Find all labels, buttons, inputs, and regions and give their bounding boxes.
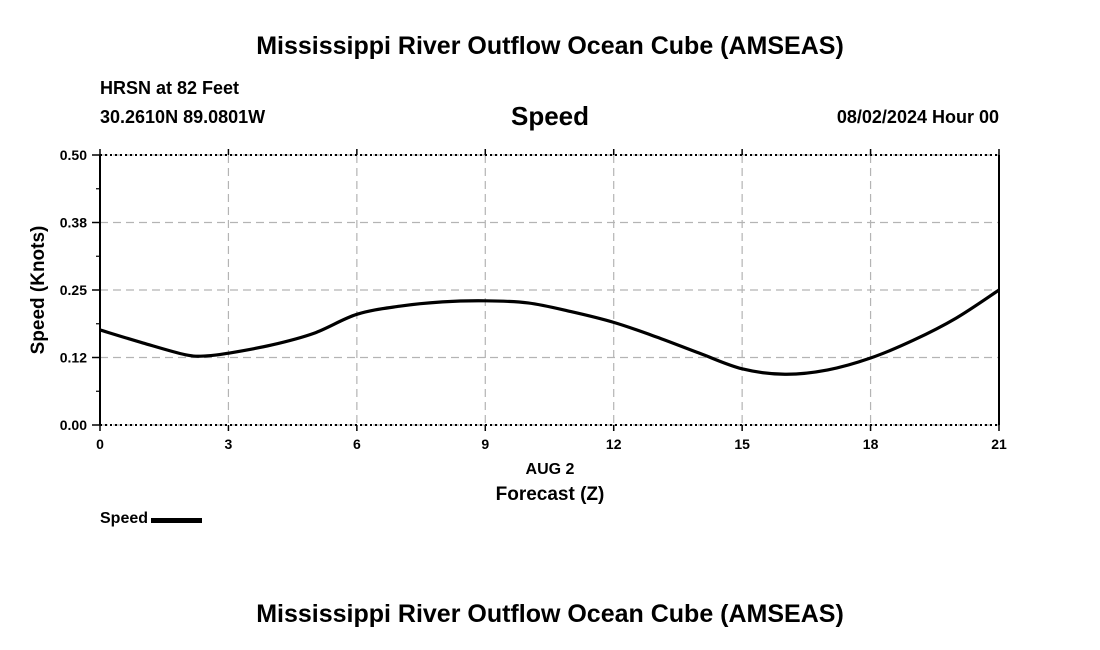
tick-labels: 0 3 6 9 12 15 18 21 0.00 0.12 0.25 0.38 0.50 [60,147,1007,452]
forecast-datetime: 08/02/2024 Hour 00 [836,107,999,127]
coordinates-label: 30.2610N 89.0801W [100,107,266,127]
station-label: HRSN at 82 Feet [100,78,240,98]
x-tick-label: 21 [991,436,1007,452]
x-tick-label: 6 [353,436,361,452]
chart-title: Mississippi River Outflow Ocean Cube (AM… [256,32,844,60]
y-axis-label: Speed (Knots) [28,226,49,355]
x-axis-date-label: AUG 2 [526,461,575,478]
grid [99,154,1000,426]
y-tick-label: 0.25 [60,282,87,298]
x-tick-label: 12 [606,436,622,452]
x-axis-label: Forecast (Z) [496,484,605,505]
y-tick-label: 0.50 [60,147,87,163]
x-tick-label: 18 [863,436,879,452]
y-tick-label: 0.00 [60,417,87,433]
x-tick-label: 3 [225,436,233,452]
legend: Speed [100,510,203,528]
legend-label: Speed [100,510,149,527]
chart-subtitle: Speed [510,101,590,131]
x-tick-label: 15 [734,436,750,452]
x-tick-label: 9 [481,436,489,452]
y-tick-label: 0.12 [60,350,87,366]
axes [92,149,1000,431]
footer-title: Mississippi River Outflow Ocean Cube (AM… [256,600,844,628]
x-tick-label: 0 [96,436,104,452]
y-tick-label: 0.38 [60,215,87,231]
speed-series-line [99,288,1000,376]
legend-line-swatch [151,518,203,523]
